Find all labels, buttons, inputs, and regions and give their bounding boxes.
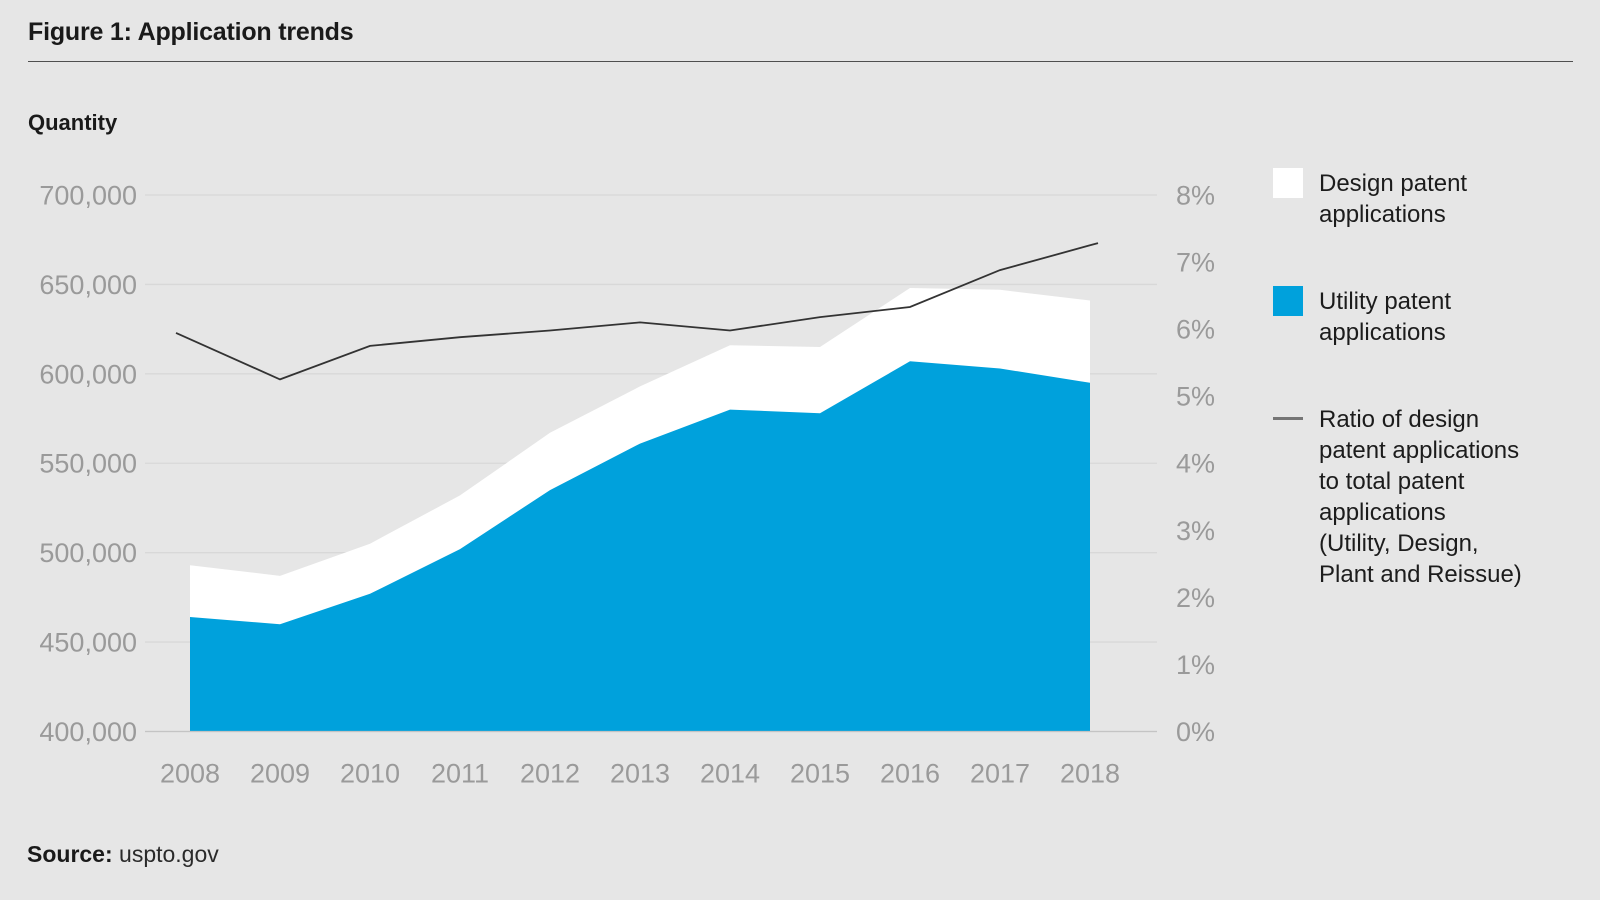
x-axis-tick-2013: 2013 <box>610 758 670 788</box>
legend-label-ratio: Ratio of design patent applications to t… <box>1319 406 1522 588</box>
x-axis-tick-2016: 2016 <box>880 758 940 788</box>
left-axis-tick-650,000: 650,000 <box>39 270 137 300</box>
x-axis-tick-2010: 2010 <box>340 758 400 788</box>
left-axis-tick-700,000: 700,000 <box>39 180 137 210</box>
x-axis-tick-2015: 2015 <box>790 758 850 788</box>
x-axis-tick-2014: 2014 <box>700 758 760 788</box>
left-axis-tick-500,000: 500,000 <box>39 538 137 568</box>
x-axis-tick-2012: 2012 <box>520 758 580 788</box>
x-axis-tick-2018: 2018 <box>1060 758 1120 788</box>
legend-entry-ratio: Ratio of design patent applications to t… <box>1273 404 1522 590</box>
left-axis-tick-450,000: 450,000 <box>39 628 137 658</box>
left-axis-tick-600,000: 600,000 <box>39 359 137 389</box>
source-note: Source: uspto.gov <box>27 841 219 868</box>
design-ratio-line <box>175 242 1099 381</box>
left-axis-tick-550,000: 550,000 <box>39 449 137 479</box>
left-axis-tick-400,000: 400,000 <box>39 717 137 747</box>
source-value: uspto.gov <box>119 841 219 867</box>
legend-entry-utility: Utility patent applications <box>1273 286 1451 348</box>
right-axis-tick-5%: 5% <box>1176 382 1215 412</box>
ratio-line-swatch <box>1273 417 1303 420</box>
legend-label-design: Design patent applications <box>1319 170 1468 228</box>
x-axis-tick-2017: 2017 <box>970 758 1030 788</box>
x-axis-tick-2008: 2008 <box>160 758 220 788</box>
legend-entry-design: Design patent applications <box>1273 168 1467 230</box>
right-axis-tick-4%: 4% <box>1176 449 1215 479</box>
utility-swatch <box>1273 286 1303 316</box>
right-axis-tick-2%: 2% <box>1176 583 1215 613</box>
design-swatch <box>1273 168 1303 198</box>
utility-patent-area <box>190 361 1090 732</box>
right-axis-tick-0%: 0% <box>1176 717 1215 747</box>
right-axis-tick-7%: 7% <box>1176 248 1215 278</box>
figure-title: Figure 1: Application trends <box>28 18 354 46</box>
left-axis-title: Quantity <box>28 110 118 135</box>
right-axis-tick-1%: 1% <box>1176 650 1215 680</box>
right-axis-tick-3%: 3% <box>1176 516 1215 546</box>
right-axis-tick-6%: 6% <box>1176 315 1215 345</box>
x-axis-tick-2009: 2009 <box>250 758 310 788</box>
source-label: Source: <box>27 841 113 867</box>
x-axis-tick-2011: 2011 <box>431 758 489 788</box>
title-divider-line <box>28 61 1573 62</box>
legend-label-utility: Utility patent applications <box>1319 288 1452 346</box>
right-axis-tick-8%: 8% <box>1176 180 1215 210</box>
